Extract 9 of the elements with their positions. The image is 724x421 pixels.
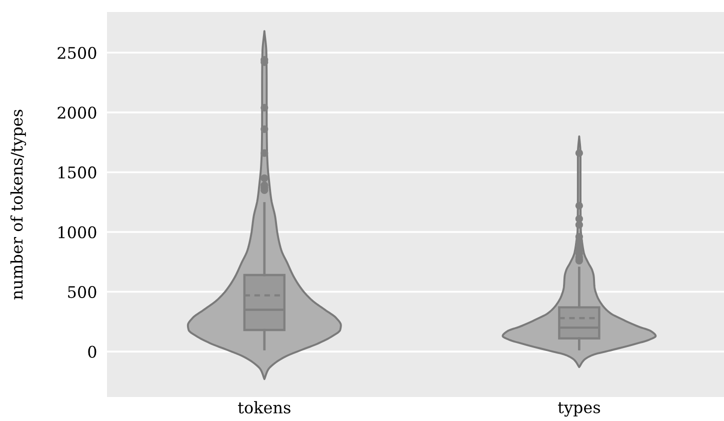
y-tick-label: 1000 xyxy=(58,226,96,238)
y-axis-title: number of tokens/types xyxy=(10,110,26,300)
y-tick-label: 2500 xyxy=(58,46,96,59)
y-tick-label: 500 xyxy=(68,286,96,298)
x-tick-label: types xyxy=(558,402,600,417)
y-tick-label: 1500 xyxy=(58,166,96,179)
y-tick-label: 0 xyxy=(88,346,96,358)
x-tick-label: tokens xyxy=(238,401,290,414)
y-tick-label: 2000 xyxy=(58,106,96,119)
